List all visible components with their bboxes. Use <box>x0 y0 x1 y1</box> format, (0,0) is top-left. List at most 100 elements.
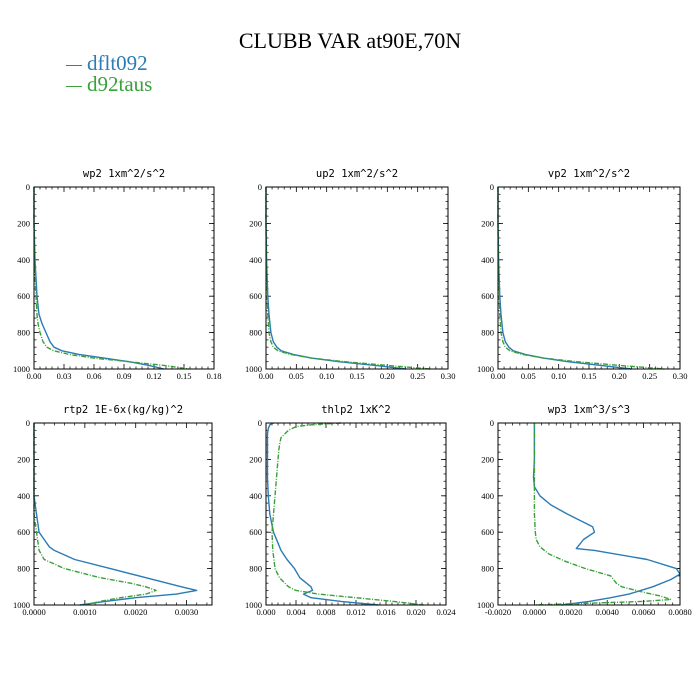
y-tick-label: 0 <box>490 182 494 192</box>
x-tick-label: 0.0010 <box>73 607 96 617</box>
x-tick-label: 0.004 <box>286 607 306 617</box>
x-tick-label: 0.0000 <box>523 607 546 617</box>
panel-title-2: vp2 1xm^2/s^2 <box>548 168 630 180</box>
plot-frame <box>497 186 681 370</box>
y-tick-label: 1000 <box>245 600 262 610</box>
y-tick-label: 1000 <box>13 364 30 374</box>
x-tick-label: 0.0020 <box>124 607 147 617</box>
x-tick-label: 0.016 <box>376 607 395 617</box>
y-tick-label: 0 <box>26 182 30 192</box>
x-tick-label: 0.00 <box>259 371 274 381</box>
series-line-dflt092 <box>532 423 681 606</box>
x-tick-label: 0.03 <box>57 371 72 381</box>
plot-frame <box>33 186 215 370</box>
x-tick-label: 0.00 <box>27 371 42 381</box>
x-tick-label: 0.12 <box>147 371 162 381</box>
y-tick-label: 800 <box>481 328 494 338</box>
x-tick-label: 0.20 <box>612 371 627 381</box>
series-line-dflt092 <box>33 423 198 606</box>
y-tick-label: 200 <box>249 218 262 228</box>
panel-title-1: up2 1xm^2/s^2 <box>316 168 398 180</box>
y-tick-label: 1000 <box>477 600 494 610</box>
y-tick-label: 600 <box>17 291 30 301</box>
x-tick-label: 0.25 <box>410 371 425 381</box>
x-tick-label: 0.06 <box>87 371 102 381</box>
chart-title: CLUBB VAR at90E,70N <box>238 28 462 53</box>
y-tick-label: 1000 <box>477 364 494 374</box>
panel-5: wp3 1xm^3/s^3 -0.0020 0.0000 0.0020 0.0040 0.… <box>477 404 692 617</box>
y-tick-label: 1000 <box>13 600 30 610</box>
y-tick-label: 800 <box>17 564 30 574</box>
y-tick-label: 800 <box>249 328 262 338</box>
x-tick-label: 0.05 <box>521 371 536 381</box>
x-tick-label: 0.30 <box>673 371 688 381</box>
series-line-d92taus <box>33 423 157 606</box>
series-line-d92taus <box>533 423 672 606</box>
x-tick-label: 0.00 <box>491 371 506 381</box>
y-tick-label: 200 <box>249 454 262 464</box>
panel-title-5: wp3 1xm^3/s^3 <box>548 404 630 416</box>
y-tick-label: 600 <box>249 291 262 301</box>
y-tick-label: 600 <box>17 527 30 537</box>
y-tick-label: 600 <box>481 291 494 301</box>
x-tick-label: 0.0060 <box>632 607 655 617</box>
x-tick-label: 0.30 <box>441 371 456 381</box>
x-tick-label: 0.012 <box>346 607 365 617</box>
x-tick-label: 0.09 <box>117 371 132 381</box>
y-tick-label: 800 <box>17 328 30 338</box>
panel-0: wp2 1xm^2/s^2 0.00 0.03 0.06 0.09 0.12 0.15 0.1… <box>13 168 221 381</box>
legend-entry-d92taus: d92taus <box>66 72 152 97</box>
series-line-d92taus <box>265 187 430 370</box>
series-line-d92taus <box>497 187 665 370</box>
y-tick-label: 600 <box>481 527 494 537</box>
y-tick-label: 400 <box>17 491 30 501</box>
x-tick-label: 0.0080 <box>668 607 691 617</box>
y-tick-label: 400 <box>17 255 30 265</box>
y-tick-label: 0 <box>258 418 262 428</box>
x-tick-label: 0.25 <box>642 371 657 381</box>
plot-frame <box>265 186 449 370</box>
x-tick-label: 0.10 <box>319 371 334 381</box>
x-tick-label: 0.0000 <box>22 607 45 617</box>
x-tick-label: 0.0030 <box>175 607 198 617</box>
legend-swatch-d92taus <box>66 85 82 87</box>
x-tick-label: -0.0020 <box>485 607 511 617</box>
series-line-d92taus <box>271 422 424 606</box>
series-line-dflt092 <box>265 187 406 370</box>
panel-4: thlp2 1xK^2 0.000 0.004 0.008 0.012 0.016 0.02… <box>245 404 456 617</box>
legend-label-dflt092: dflt092 <box>87 51 148 75</box>
panel-1: up2 1xm^2/s^2 0.00 0.05 0.10 0.15 0.20 0.25 0.3… <box>245 168 455 381</box>
x-tick-label: 0.000 <box>256 607 275 617</box>
y-tick-label: 400 <box>481 255 494 265</box>
x-tick-label: 0.05 <box>289 371 304 381</box>
y-tick-label: 400 <box>249 255 262 265</box>
y-tick-label: 200 <box>481 218 494 228</box>
y-tick-label: 0 <box>26 418 30 428</box>
legend-swatch-dflt092 <box>66 64 82 66</box>
y-tick-label: 800 <box>481 564 494 574</box>
x-tick-label: 0.18 <box>207 371 222 381</box>
legend-label-d92taus: d92taus <box>87 72 153 96</box>
panel-2: vp2 1xm^2/s^2 0.00 0.05 0.10 0.15 0.20 0.25 0.3… <box>477 168 687 381</box>
x-tick-label: 0.15 <box>582 371 597 381</box>
plot-frame <box>33 422 213 606</box>
series-line-dflt092 <box>266 422 379 606</box>
x-tick-label: 0.15 <box>177 371 192 381</box>
y-tick-label: 200 <box>17 454 30 464</box>
y-tick-label: 0 <box>490 418 494 428</box>
x-tick-label: 0.0040 <box>596 607 619 617</box>
y-tick-label: 400 <box>481 491 494 501</box>
panel-title-4: thlp2 1xK^2 <box>321 404 391 416</box>
x-tick-label: 0.008 <box>316 607 335 617</box>
x-tick-label: 0.020 <box>406 607 425 617</box>
x-tick-label: 0.10 <box>551 371 566 381</box>
plot-frame <box>265 422 447 606</box>
y-tick-label: 800 <box>249 564 262 574</box>
x-tick-label: 0.20 <box>380 371 395 381</box>
x-tick-label: 0.15 <box>350 371 365 381</box>
series-line-dflt092 <box>497 187 632 370</box>
y-tick-label: 1000 <box>245 364 262 374</box>
y-tick-label: 600 <box>249 527 262 537</box>
y-tick-label: 400 <box>249 491 262 501</box>
